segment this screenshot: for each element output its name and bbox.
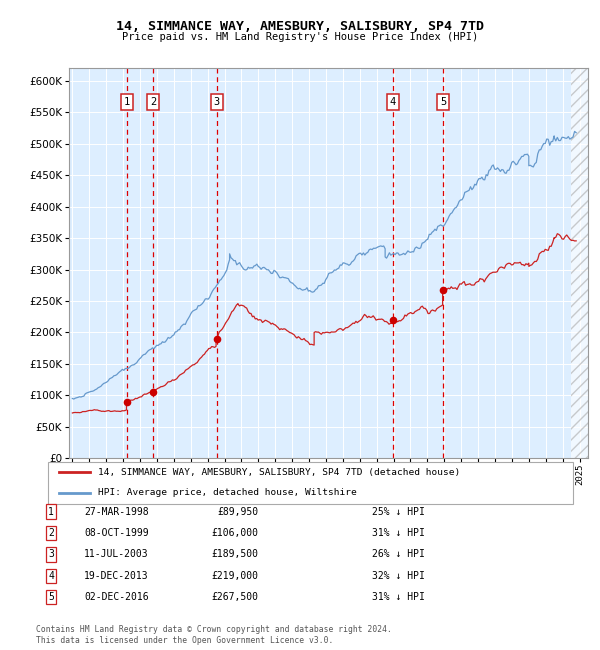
Text: 3: 3 [214, 98, 220, 107]
Text: 31% ↓ HPI: 31% ↓ HPI [372, 592, 425, 603]
Text: £189,500: £189,500 [211, 549, 258, 560]
Text: 4: 4 [390, 98, 396, 107]
Text: 08-OCT-1999: 08-OCT-1999 [84, 528, 149, 538]
Text: 3: 3 [48, 549, 54, 560]
Text: 5: 5 [48, 592, 54, 603]
Text: 2: 2 [150, 98, 156, 107]
Text: £267,500: £267,500 [211, 592, 258, 603]
Text: Price paid vs. HM Land Registry's House Price Index (HPI): Price paid vs. HM Land Registry's House … [122, 32, 478, 42]
Text: 4: 4 [48, 571, 54, 581]
Text: HPI: Average price, detached house, Wiltshire: HPI: Average price, detached house, Wilt… [98, 488, 356, 497]
Text: 11-JUL-2003: 11-JUL-2003 [84, 549, 149, 560]
Text: 31% ↓ HPI: 31% ↓ HPI [372, 528, 425, 538]
Text: 32% ↓ HPI: 32% ↓ HPI [372, 571, 425, 581]
Text: 26% ↓ HPI: 26% ↓ HPI [372, 549, 425, 560]
Text: 5: 5 [440, 98, 446, 107]
Text: 27-MAR-1998: 27-MAR-1998 [84, 506, 149, 517]
Text: 19-DEC-2013: 19-DEC-2013 [84, 571, 149, 581]
Text: £219,000: £219,000 [211, 571, 258, 581]
Text: £89,950: £89,950 [217, 506, 258, 517]
Text: 14, SIMMANCE WAY, AMESBURY, SALISBURY, SP4 7TD (detached house): 14, SIMMANCE WAY, AMESBURY, SALISBURY, S… [98, 468, 460, 477]
Text: 1: 1 [124, 98, 130, 107]
Text: £106,000: £106,000 [211, 528, 258, 538]
Text: 1: 1 [48, 506, 54, 517]
Text: 2: 2 [48, 528, 54, 538]
Text: 02-DEC-2016: 02-DEC-2016 [84, 592, 149, 603]
Text: 14, SIMMANCE WAY, AMESBURY, SALISBURY, SP4 7TD: 14, SIMMANCE WAY, AMESBURY, SALISBURY, S… [116, 20, 484, 32]
Text: Contains HM Land Registry data © Crown copyright and database right 2024.
This d: Contains HM Land Registry data © Crown c… [36, 625, 392, 645]
Text: 25% ↓ HPI: 25% ↓ HPI [372, 506, 425, 517]
FancyBboxPatch shape [48, 462, 573, 504]
